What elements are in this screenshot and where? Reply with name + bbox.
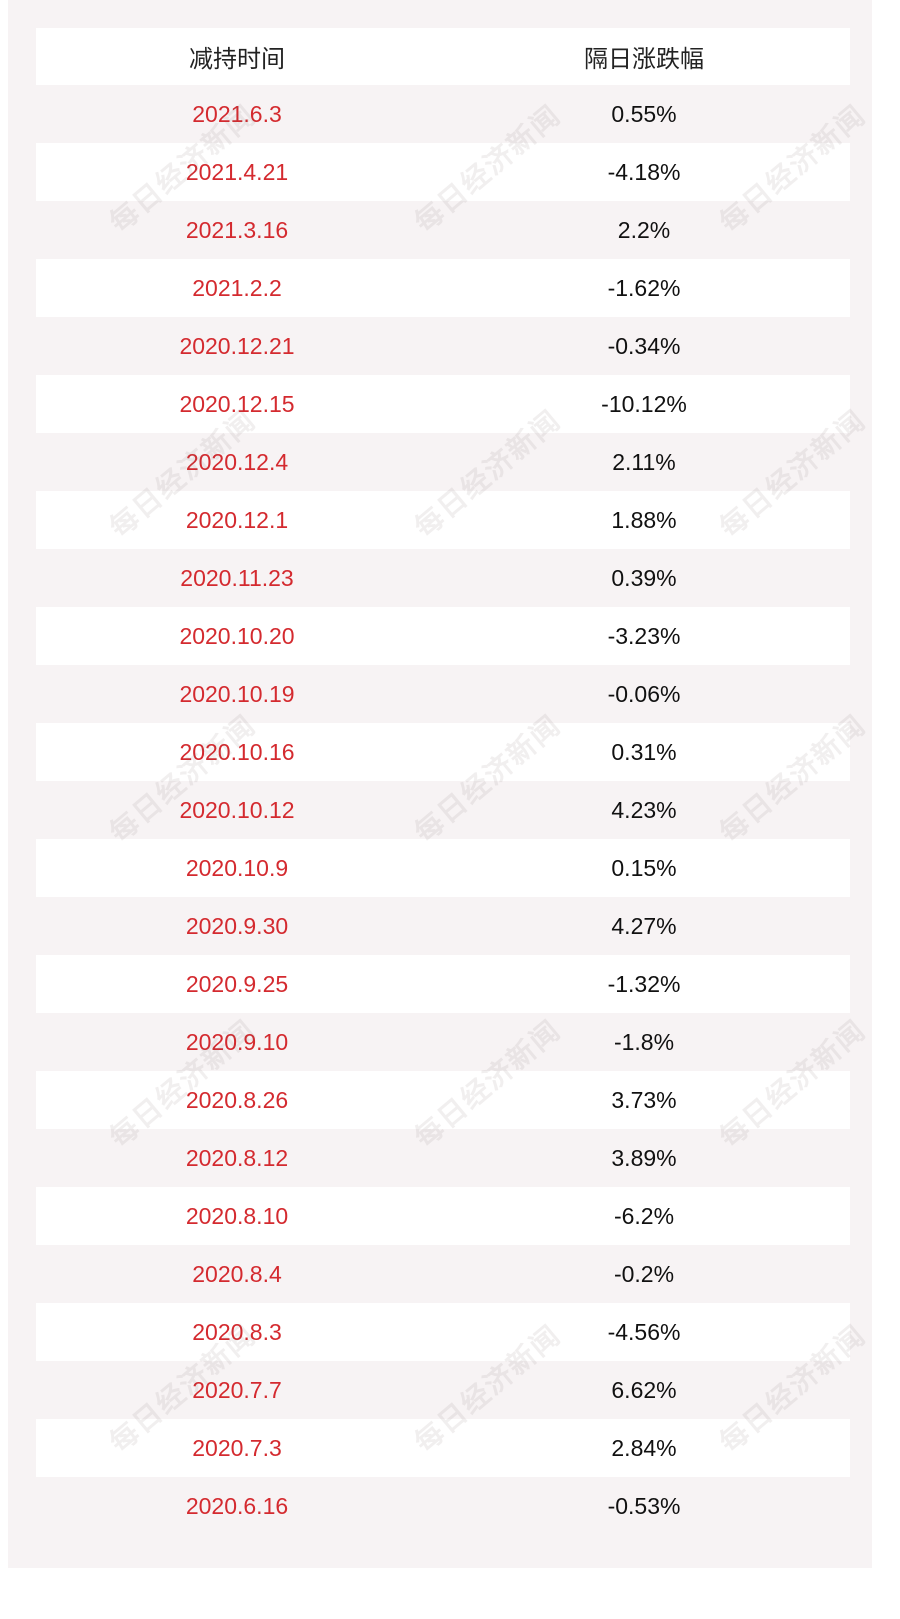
change-cell: 0.31% [611,738,677,765]
change-cell: -6.2% [613,1202,675,1229]
table-row: 2021.4.21 -4.18% [36,143,850,201]
date-cell: 2020.10.9 [185,854,289,881]
change-cell: -10.12% [601,390,687,417]
change-cell: 2.11% [612,448,676,475]
date-cell: 2020.9.25 [185,970,289,997]
change-cell: -0.53% [607,1492,681,1519]
change-cell: 0.15% [611,854,677,881]
change-cell: -4.18% [607,158,681,185]
date-cell: 2020.6.16 [185,1492,289,1519]
change-cell: 3.89% [611,1144,677,1171]
date-cell: 2020.9.30 [185,912,289,939]
date-cell: 2020.7.7 [192,1376,282,1403]
change-cell: -1.62% [607,274,681,301]
table-row: 2021.2.2 -1.62% [36,259,850,317]
date-cell: 2020.12.1 [185,506,289,533]
table-row: 2020.12.15 -10.12% [36,375,850,433]
date-cell: 2020.8.3 [192,1318,282,1345]
change-cell: 4.27% [611,912,677,939]
table-row: 2020.10.12 4.23% [36,781,850,839]
table-row: 2020.12.21 -0.34% [36,317,850,375]
date-cell: 2020.8.10 [185,1202,289,1229]
date-cell: 2020.10.12 [179,796,295,823]
date-cell: 2020.12.4 [185,448,289,475]
change-cell: -4.56% [607,1318,681,1345]
date-cell: 2020.7.3 [192,1434,282,1461]
date-cell: 2020.8.26 [185,1086,289,1113]
change-cell: 3.73% [611,1086,677,1113]
change-cell: -0.2% [613,1260,675,1287]
table-row: 2020.12.4 2.11% [36,433,850,491]
table-row: 2020.10.19 -0.06% [36,665,850,723]
column-header-date: 减持时间 [189,45,285,73]
change-cell: 2.84% [611,1434,677,1461]
column-header-change: 隔日涨跌幅 [584,45,704,73]
table-row: 2021.3.16 2.2% [36,201,850,259]
date-cell: 2021.4.21 [185,158,289,185]
change-cell: -1.8% [613,1028,675,1055]
table-row: 2020.8.4 -0.2% [36,1245,850,1303]
table-row: 2020.8.3 -4.56% [36,1303,850,1361]
date-cell: 2021.2.2 [192,274,282,301]
date-cell: 2020.8.4 [192,1260,282,1287]
change-cell: 6.62% [611,1376,677,1403]
change-cell: -3.23% [607,622,681,649]
table-row: 2020.10.20 -3.23% [36,607,850,665]
date-cell: 2021.6.3 [192,100,282,127]
date-cell: 2020.10.19 [179,680,295,707]
table-row: 2020.10.9 0.15% [36,839,850,897]
table-row: 2020.8.26 3.73% [36,1071,850,1129]
table-row: 2020.12.1 1.88% [36,491,850,549]
table-row: 2020.9.25 -1.32% [36,955,850,1013]
change-cell: 2.2% [617,216,671,243]
date-cell: 2020.9.10 [185,1028,289,1055]
table-header: 减持时间 隔日涨跌幅 [36,28,850,85]
table-row: 2020.6.16 -0.53% [36,1477,850,1535]
table-row: 2020.8.12 3.89% [36,1129,850,1187]
change-cell: -0.06% [607,680,681,707]
table-row: 2020.9.10 -1.8% [36,1013,850,1071]
date-cell: 2020.10.16 [179,738,295,765]
change-cell: -1.32% [607,970,681,997]
date-cell: 2020.8.12 [185,1144,289,1171]
table-row: 2020.11.23 0.39% [36,549,850,607]
data-table: 减持时间 隔日涨跌幅 2021.6.3 0.55% 2021.4.21 -4.18% 2… [36,28,850,1535]
date-cell: 2021.3.16 [185,216,289,243]
table-row: 2020.7.7 6.62% [36,1361,850,1419]
change-cell: 1.88% [611,506,677,533]
table-row: 2020.10.16 0.31% [36,723,850,781]
date-cell: 2020.12.15 [179,390,295,417]
date-cell: 2020.12.21 [179,332,295,359]
table-row: 2021.6.3 0.55% [36,85,850,143]
change-cell: -0.34% [607,332,681,359]
date-cell: 2020.11.23 [180,564,294,591]
change-cell: 4.23% [611,796,677,823]
change-cell: 0.39% [611,564,677,591]
table-row: 2020.8.10 -6.2% [36,1187,850,1245]
date-cell: 2020.10.20 [179,622,295,649]
change-cell: 0.55% [611,100,677,127]
table-row: 2020.7.3 2.84% [36,1419,850,1477]
table-row: 2020.9.30 4.27% [36,897,850,955]
